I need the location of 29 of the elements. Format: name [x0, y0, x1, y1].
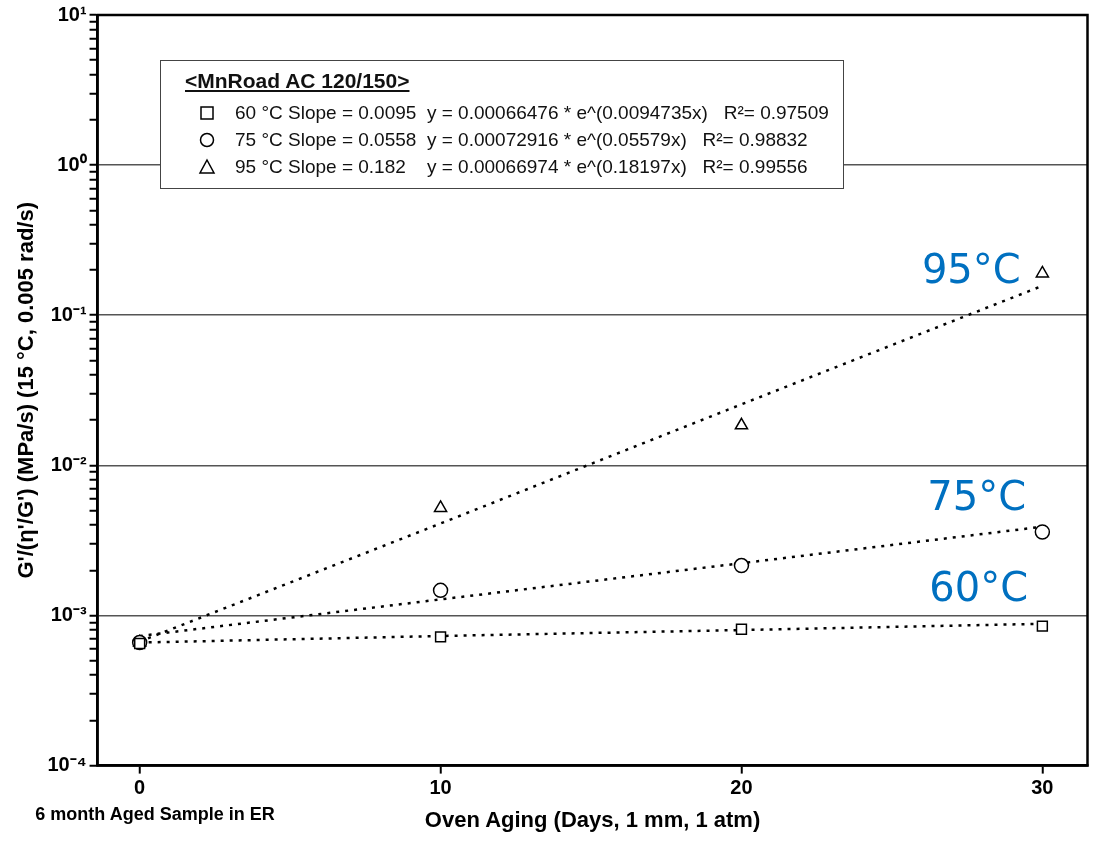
legend-label: 75 °C Slope = 0.0558 y = 0.00072916 * e^(0.05579x) R²= 0.98832 — [235, 128, 808, 151]
y-tick-label: 10⁻³ — [50, 603, 87, 625]
series-label: 95°C — [921, 246, 1021, 293]
text: 6 month Aged Sample in ER — [34, 804, 276, 824]
y-axis-title: G'/(η'/G') (MPa/s) (15 °C, 0.005 rad/s) — [13, 202, 39, 579]
x-tick-label: 10 — [429, 776, 452, 799]
x-axis-title: Oven Aging (Days, 1 mm, 1 atm) — [424, 806, 761, 832]
point — [1035, 265, 1050, 278]
series-label: 75°C — [927, 472, 1027, 519]
y-tick-label: 10⁻¹ — [50, 302, 87, 325]
point — [1034, 524, 1051, 540]
point — [733, 557, 750, 574]
x-tick-label: 0 — [134, 776, 146, 799]
point — [1036, 620, 1049, 632]
point — [434, 631, 447, 643]
y-tick-label: 10¹ — [57, 2, 87, 25]
y-tick-label: 10⁰ — [57, 152, 87, 175]
point — [734, 417, 749, 430]
x-tick-label: 20 — [730, 776, 753, 799]
point — [432, 582, 449, 599]
legend-title: <MnRoad AC 120/150> — [185, 69, 411, 93]
legend-label: 60 °C Slope = 0.0095 y = 0.00066476 * e^(0.0094735x) R²= 0.97509 — [235, 101, 829, 124]
y-tick-label: 10⁻⁴ — [47, 753, 87, 776]
y-tick-label: 10⁻² — [50, 452, 87, 475]
point — [735, 623, 748, 635]
legend-label: 95 °C Slope = 0.182 y = 0.00066974 * e^(0.18197x) R²= 0.99556 — [235, 155, 808, 178]
series-label: 60°C — [929, 564, 1029, 611]
point — [433, 500, 448, 513]
x-tick-label: 30 — [1031, 776, 1054, 799]
